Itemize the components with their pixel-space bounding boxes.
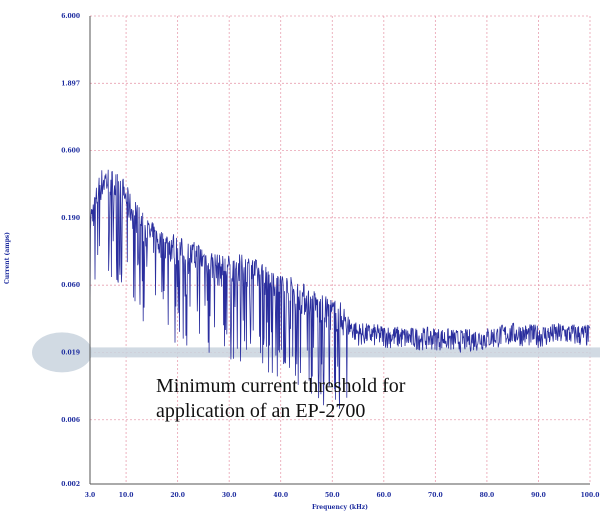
y-tick-label: 0.190 [61,215,80,222]
x-tick-label: 3.0 [85,492,95,499]
current-series-line [89,169,591,409]
y-tick-label: 0.600 [61,148,80,155]
x-tick-label: 30.0 [222,492,237,499]
x-tick-label: 100.0 [581,492,600,499]
y-tick-label: 1.897 [61,80,80,87]
y-tick-label: 6.000 [61,13,80,20]
y-axis-title: Current (amps) [4,232,11,284]
y-tick-label: 0.019 [61,349,80,356]
x-tick-label: 80.0 [480,492,495,499]
x-tick-label: 70.0 [428,492,443,499]
x-tick-label: 10.0 [119,492,134,499]
threshold-highlight-ellipse [32,332,92,373]
axes [89,16,590,485]
x-tick-label: 50.0 [325,492,340,499]
x-tick-label: 90.0 [531,492,546,499]
x-axis-title: Frequency (kHz) [312,504,368,511]
threshold-annotation-line: Minimum current threshold for [156,375,406,397]
y-tick-labels: 6.000 1.897 0.600 0.190 0.060 0.019 0.006 0.002 [61,13,80,488]
y-tick-label: 0.006 [61,417,80,424]
series-layer [89,169,591,409]
x-tick-label: 40.0 [273,492,288,499]
y-tick-label: 0.002 [61,481,80,488]
x-tick-labels: 3.0 10.0 20.0 30.0 40.0 50.0 60.0 70.0 80.0 90.0 1… [85,492,600,499]
x-tick-label: 20.0 [170,492,185,499]
threshold-annotation: Minimum current threshold for application… [156,375,406,422]
threshold-band-rect [90,347,600,358]
threshold-band [32,332,600,373]
x-tick-label: 60.0 [377,492,392,499]
y-tick-label: 0.060 [61,282,80,289]
threshold-annotation-line: application of an EP-2700 [156,400,365,422]
